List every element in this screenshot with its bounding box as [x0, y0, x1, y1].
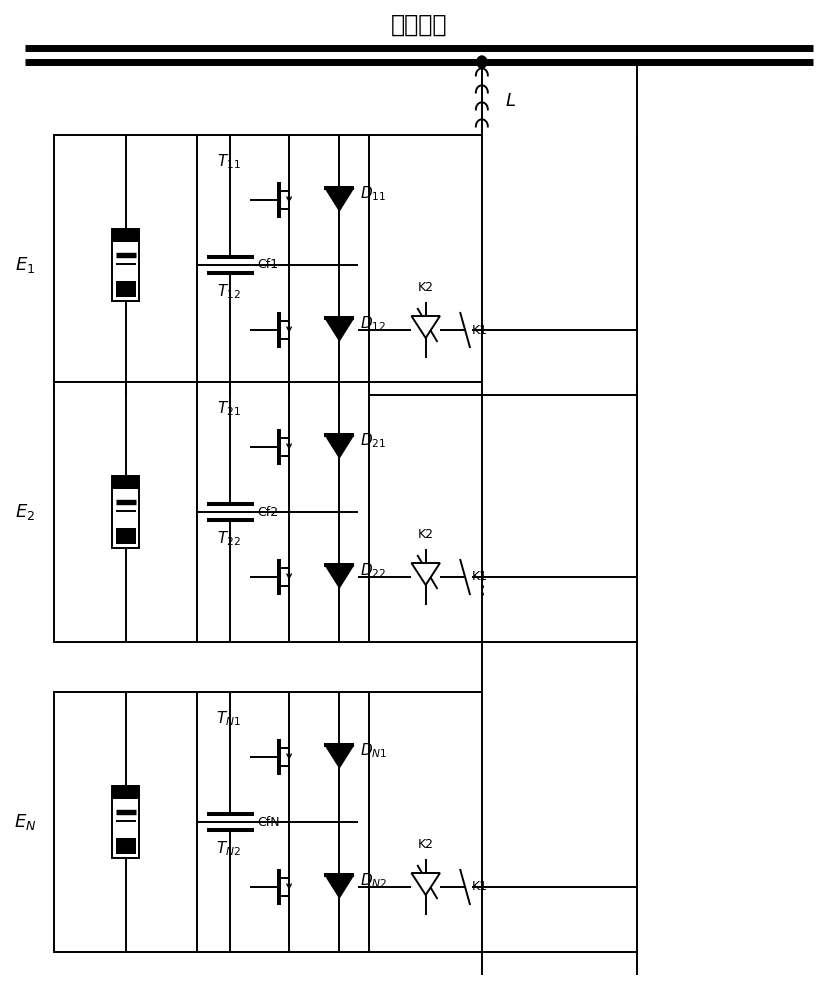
- Text: $E_{1}$: $E_{1}$: [15, 255, 35, 275]
- Polygon shape: [411, 873, 440, 895]
- Text: $E_{N}$: $E_{N}$: [14, 812, 36, 832]
- Text: $E_{2}$: $E_{2}$: [15, 502, 35, 522]
- Bar: [116, 838, 136, 854]
- Text: K2: K2: [417, 281, 434, 294]
- Text: K1: K1: [472, 324, 488, 337]
- Circle shape: [477, 56, 487, 68]
- Text: CfN: CfN: [257, 816, 280, 828]
- Text: $D_{N2}$: $D_{N2}$: [360, 872, 387, 890]
- Polygon shape: [324, 745, 354, 769]
- Bar: [112, 786, 139, 799]
- Text: K2: K2: [417, 528, 434, 541]
- Bar: [112, 476, 139, 489]
- Bar: [112, 476, 139, 548]
- Text: K1: K1: [472, 881, 488, 894]
- Text: $D_{22}$: $D_{22}$: [360, 562, 385, 580]
- Text: $T_{21}$: $T_{21}$: [217, 400, 241, 418]
- Text: K1: K1: [472, 570, 488, 584]
- Bar: [197, 135, 369, 395]
- Polygon shape: [324, 318, 354, 342]
- Text: $D_{12}$: $D_{12}$: [360, 315, 385, 333]
- Text: $D_{11}$: $D_{11}$: [360, 185, 385, 203]
- Text: 直流母线: 直流母线: [391, 13, 447, 37]
- Bar: [112, 229, 139, 301]
- Text: $T_{22}$: $T_{22}$: [217, 530, 241, 548]
- Bar: [197, 692, 369, 952]
- Bar: [54, 382, 197, 642]
- Polygon shape: [324, 875, 354, 899]
- Bar: [116, 528, 136, 544]
- Text: $D_{21}$: $D_{21}$: [360, 432, 385, 450]
- Bar: [54, 135, 197, 395]
- Text: $L$: $L$: [505, 92, 516, 110]
- Text: Cf1: Cf1: [257, 258, 278, 271]
- Text: $T_{12}$: $T_{12}$: [217, 283, 241, 301]
- Polygon shape: [324, 188, 354, 212]
- Bar: [112, 229, 139, 242]
- Text: $T_{11}$: $T_{11}$: [217, 153, 241, 171]
- Text: $D_{N1}$: $D_{N1}$: [360, 742, 387, 760]
- Text: $T_{N1}$: $T_{N1}$: [216, 710, 241, 728]
- Bar: [54, 692, 197, 952]
- Bar: [116, 281, 136, 297]
- Bar: [112, 786, 139, 858]
- Text: Cf2: Cf2: [257, 506, 278, 518]
- Polygon shape: [411, 316, 440, 338]
- Text: K2: K2: [417, 838, 434, 851]
- Polygon shape: [324, 565, 354, 589]
- Polygon shape: [324, 435, 354, 459]
- Polygon shape: [411, 563, 440, 585]
- Bar: [197, 382, 369, 642]
- Text: $T_{N2}$: $T_{N2}$: [216, 840, 241, 858]
